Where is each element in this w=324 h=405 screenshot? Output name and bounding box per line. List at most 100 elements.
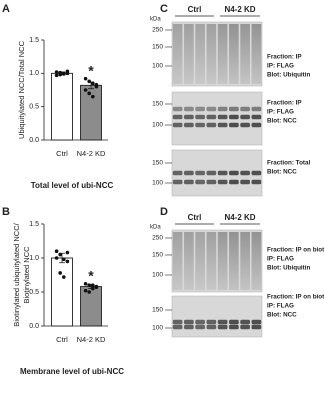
blot-band: [229, 179, 239, 185]
blot-lane: [240, 24, 250, 84]
y-tick-label: 0.0: [29, 323, 39, 330]
marker-label: 150: [152, 101, 163, 108]
data-point: [87, 290, 91, 294]
y-axis-label: Biotinylated NCC: [22, 246, 31, 304]
marker-label: 150: [152, 307, 163, 314]
x-tick-label: Ctrl: [56, 335, 68, 344]
blot-band: [217, 122, 228, 128]
marker-label: 100: [152, 122, 163, 129]
blot-band: [217, 170, 228, 176]
marker-label: 150: [152, 44, 163, 51]
blot-band: [206, 179, 217, 185]
blot-lane: [206, 232, 217, 290]
blot-band: [251, 106, 262, 112]
unit-label: kDa: [150, 17, 161, 23]
bar: [80, 84, 102, 141]
marker-label: 100: [152, 325, 163, 332]
blot-label: Fraction: IP: [267, 54, 302, 61]
blot-band: [251, 319, 262, 325]
blot-label: Blot: Ubiquitin: [267, 265, 311, 272]
panel-label: B: [2, 206, 10, 218]
x-tick-label: N4-2 KD: [77, 335, 106, 344]
y-tick-label: 1.0: [29, 255, 39, 262]
y-tick-label: 1.0: [29, 70, 39, 77]
x-tick-label: N4-2 KD: [77, 149, 106, 158]
blot-lane: [184, 232, 194, 290]
blot-band: [229, 324, 239, 330]
data-point: [54, 256, 59, 260]
blot-band: [195, 319, 205, 325]
blot-label: Fraction: IP: [267, 100, 302, 107]
blot-band: [195, 122, 205, 128]
data-point: [87, 91, 91, 96]
blot-band: [251, 324, 262, 330]
data-point: [94, 285, 99, 290]
blot-lane: [229, 232, 239, 290]
data-point: [91, 283, 95, 288]
bar: [51, 72, 73, 141]
blot-label: IP: FLAG: [267, 256, 294, 263]
blot-band: [240, 106, 250, 112]
blot-band: [229, 170, 239, 176]
y-tick-label: 1.5: [29, 37, 39, 44]
data-point: [87, 79, 91, 84]
blot-band: [206, 170, 217, 176]
marker-label: 150: [152, 252, 163, 259]
blot-band: [195, 170, 205, 176]
blot-label: Fraction: Total: [267, 160, 311, 167]
y-tick-label: 0.5: [29, 289, 39, 296]
blot-label: Fraction: IP on biotinylate: [267, 294, 324, 301]
significance-mark: *: [88, 62, 94, 78]
blot-label: IP: FLAG: [267, 303, 294, 310]
data-point: [65, 259, 70, 264]
chart-title: Total level of ubi-NCC: [31, 181, 114, 190]
blot-band: [172, 319, 183, 325]
blot-band: [251, 179, 262, 185]
marker-label: 150: [152, 160, 163, 167]
blot-band: [172, 179, 183, 185]
blot-band: [184, 319, 194, 325]
blot-band: [217, 114, 228, 120]
y-axis-label: Ubiquitylated NCC/Total NCC: [17, 40, 26, 139]
data-point: [58, 70, 62, 75]
blot-band: [195, 324, 205, 330]
blot-band: [240, 122, 250, 128]
blot-label: Fraction: IP on biotinylate: [267, 247, 324, 254]
blot-lane: [195, 232, 205, 290]
y-tick-label: 0.0: [29, 137, 39, 144]
marker-label: 100: [152, 180, 163, 187]
blot-band: [229, 319, 239, 325]
blot-band: [172, 324, 183, 330]
blot-band: [229, 106, 239, 112]
blot-band: [206, 114, 217, 120]
data-point: [83, 282, 88, 286]
blot-band: [195, 114, 205, 120]
x-tick-label: Ctrl: [56, 149, 68, 158]
blot-band: [217, 106, 228, 112]
blot-band: [229, 114, 239, 120]
group-label: N4-2 KD: [224, 213, 255, 222]
blot-label: IP: FLAG: [267, 109, 294, 116]
blot-band: [172, 122, 183, 128]
data-point: [91, 94, 95, 99]
data-point: [83, 88, 88, 92]
data-point: [91, 286, 95, 291]
data-point: [62, 275, 66, 279]
data-point: [87, 283, 91, 288]
blot-band: [206, 319, 217, 325]
blot-label: Blot: NCC: [267, 118, 297, 125]
blot-label: IP: FLAG: [267, 63, 294, 70]
blot-strip: [171, 295, 263, 338]
blot-band: [251, 114, 262, 120]
blot-band: [229, 122, 239, 128]
marker-label: 100: [152, 272, 163, 279]
data-point: [54, 70, 59, 74]
blot-band: [240, 319, 250, 325]
data-point: [54, 73, 59, 78]
marker-label: 250: [152, 235, 163, 242]
blot-band: [172, 170, 183, 176]
data-point: [91, 81, 95, 86]
blot-lane: [217, 24, 228, 84]
blot-lane: [240, 232, 250, 290]
blot-band: [184, 114, 194, 120]
